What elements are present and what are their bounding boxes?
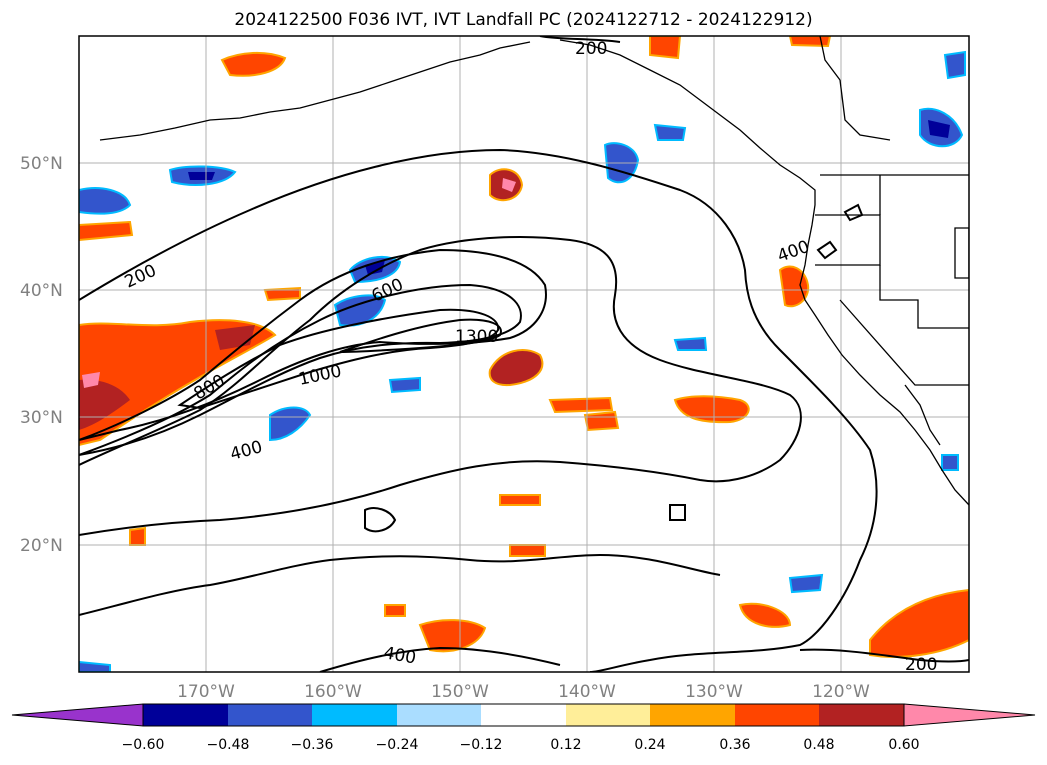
positive-patch (673, 395, 750, 424)
colorbar-tick-label: −0.36 (291, 737, 334, 753)
latitude-labels: 20°N 30°N 40°N 50°N (20, 154, 63, 556)
contour-200-south (79, 553, 721, 616)
colorbar-segment (143, 704, 228, 726)
colorbar-segment (481, 704, 566, 726)
colorbar-tick-label: 0.60 (888, 737, 919, 753)
colorbar-extend-left (11, 703, 144, 727)
lon-label: 140°W (558, 682, 616, 702)
negative-patch (79, 187, 132, 215)
positive-patch (499, 494, 541, 506)
positive-patch (488, 349, 544, 387)
positive-patch (384, 604, 406, 617)
colorbar-tick-label: −0.48 (207, 737, 250, 753)
lat-label: 50°N (20, 154, 63, 174)
colorbar-segment (312, 704, 397, 726)
colorbar-tick-label: 0.36 (719, 737, 750, 753)
negative-anomaly-patches (79, 50, 966, 672)
contour-1000 (177, 308, 500, 410)
colorbar-segment (566, 704, 650, 726)
contour-label: 1300 (455, 327, 498, 347)
positive-patch (129, 526, 146, 546)
lon-label: 170°W (177, 682, 235, 702)
contour-200-north (539, 36, 621, 43)
negative-patch (188, 172, 215, 180)
negative-patch (269, 406, 312, 442)
positive-patch (649, 36, 682, 60)
positive-patch (778, 265, 810, 308)
positive-patch (583, 410, 620, 432)
negative-patch (673, 336, 708, 351)
contour-inner-small-2 (843, 203, 864, 222)
graticule (79, 36, 969, 672)
colorbar-extend-right (903, 703, 1036, 727)
contour-400 (79, 236, 802, 536)
lat-label: 20°N (20, 536, 63, 556)
lon-label: 130°W (685, 682, 743, 702)
contour-200-southeast (799, 648, 969, 663)
map-frame (78, 35, 970, 673)
negative-patch (928, 120, 950, 138)
colorbar-tick-label: 0.48 (803, 737, 834, 753)
lat-label: 40°N (20, 281, 63, 301)
ivt-contours (79, 36, 969, 672)
contour-inner-small (816, 240, 838, 260)
positive-patch (502, 178, 516, 192)
map-title: 2024122500 F036 IVT, IVT Landfall PC (20… (234, 10, 813, 30)
colorbar-segment (735, 704, 819, 726)
positive-anomaly-patches (79, 36, 969, 658)
contour-800 (79, 283, 522, 456)
lon-label: 160°W (304, 682, 362, 702)
negative-patch (388, 376, 421, 394)
positive-patch (263, 286, 301, 302)
positive-patch (738, 602, 792, 628)
colorbar-tick-label: −0.12 (460, 737, 503, 753)
contour-600 (79, 248, 547, 441)
negative-patch (653, 123, 687, 141)
positive-patch (79, 220, 134, 242)
positive-patch (418, 619, 487, 653)
colorbar-segment (228, 704, 312, 726)
positive-patch (220, 51, 287, 77)
colorbar-tick-label: −0.24 (376, 737, 419, 753)
negative-patch (79, 660, 111, 672)
colorbar-tick-label: 0.12 (550, 737, 581, 753)
contour-1300 (339, 318, 502, 353)
colorbar-segment (819, 704, 904, 726)
colorbar-tick-label: −0.60 (122, 737, 165, 753)
coastlines (99, 36, 969, 506)
negative-patch (941, 454, 959, 471)
contour-island (364, 507, 397, 533)
longitude-labels: 170°W 160°W 150°W 140°W 130°W 120°W (177, 682, 870, 702)
lon-label: 120°W (812, 682, 870, 702)
positive-patch (82, 372, 100, 388)
contour-small-circle (669, 504, 686, 521)
negative-patch (943, 50, 966, 80)
lon-label: 150°W (431, 682, 489, 702)
lat-label: 30°N (20, 408, 63, 428)
positive-patch (788, 36, 832, 48)
colorbar-segment (650, 704, 735, 726)
contour-200 (79, 148, 878, 672)
negative-patch (788, 573, 824, 594)
colorbar: −0.60 −0.48 −0.36 −0.24 −0.12 0.12 0.24 … (11, 703, 1036, 753)
positive-patch (548, 396, 614, 414)
colorbar-frame (142, 703, 905, 727)
contour-400-south (319, 646, 561, 672)
contour-label: 200 (575, 39, 607, 59)
map-plot-area: 200 400 600 800 1000 1300 400 200 400 20… (79, 36, 969, 675)
positive-patch (509, 544, 546, 557)
colorbar-segment (397, 704, 481, 726)
colorbar-tick-label: 0.24 (634, 737, 665, 753)
contour-label: 200 (905, 655, 937, 675)
